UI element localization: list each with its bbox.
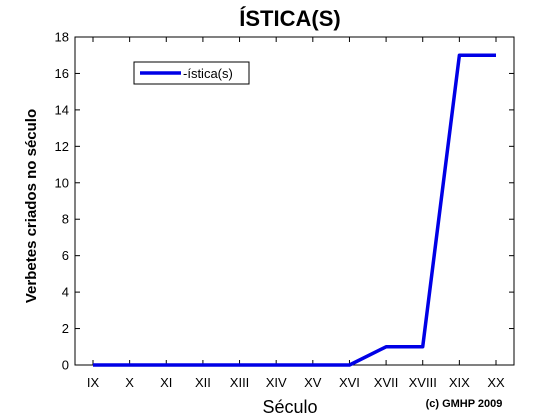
legend-label: -ística(s) xyxy=(183,66,233,81)
y-tick-label: 10 xyxy=(55,175,69,190)
x-tick-label: XIX xyxy=(449,375,470,390)
chart-title: ÍSTICA(S) xyxy=(239,6,340,31)
x-tick-label: XII xyxy=(195,375,211,390)
y-tick-label: 8 xyxy=(62,212,69,227)
y-axis: 0 2 4 6 8 10 12 14 16 18 xyxy=(55,30,514,373)
legend: -ística(s) xyxy=(133,61,250,85)
y-tick-label: 4 xyxy=(62,285,69,300)
x-tick-label: XIV xyxy=(266,375,287,390)
y-tick-label: 6 xyxy=(62,248,69,263)
y-tick-label: 18 xyxy=(55,30,69,45)
x-tick-label: XV xyxy=(304,375,322,390)
x-tick-label: X xyxy=(125,375,134,390)
y-tick-label: 0 xyxy=(62,358,69,373)
x-tick-label: XVII xyxy=(374,375,399,390)
series-group xyxy=(93,53,496,367)
y-tick-label: 12 xyxy=(55,139,69,154)
legend-box xyxy=(133,61,250,85)
x-tick-label: XVIII xyxy=(409,375,437,390)
copyright-annotation: (c) GMHP 2009 xyxy=(426,398,503,410)
x-tick-label: IX xyxy=(87,375,100,390)
x-tick-label: XX xyxy=(487,375,505,390)
x-tick-label: XI xyxy=(160,375,172,390)
x-axis: IX X XI XII XIII XIV XV XVI XVII XVIII XIX XX xyxy=(87,37,505,390)
series-line xyxy=(93,53,496,367)
y-tick-label: 16 xyxy=(55,66,69,81)
x-axis-label: Século xyxy=(262,397,317,417)
y-tick-label: 2 xyxy=(62,321,69,336)
y-axis-label: Verbetes criados no século xyxy=(23,109,40,303)
x-tick-label: XVI xyxy=(339,375,360,390)
y-tick-label: 14 xyxy=(55,102,69,117)
x-tick-label: XIII xyxy=(230,375,250,390)
plot-area xyxy=(74,36,515,366)
